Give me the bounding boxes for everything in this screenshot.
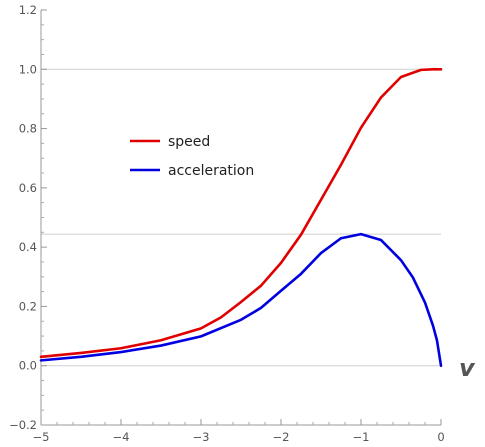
x-tick-label: −2	[273, 430, 290, 444]
ticks: −5 −4 −3 −2 −1 0 −0.2 0.0 0.2 0.4 0.6 0.8 1.0 1.2	[9, 3, 445, 444]
series-line-acceleration	[39, 232, 443, 368]
y-tick-label: 0.8	[19, 122, 37, 136]
y-tick-label: 0.0	[19, 359, 37, 373]
series-lines	[39, 67, 443, 368]
y-tick-label: 0.4	[19, 240, 37, 254]
legend-label-speed: speed	[168, 134, 210, 150]
x-tick-label: −1	[353, 430, 370, 444]
y-tick-label: 1.2	[19, 3, 37, 17]
x-tick-label: 0	[437, 430, 444, 444]
reference-lines	[41, 68, 441, 367]
y-tick-label: 1.0	[19, 62, 37, 76]
legend-label-acceleration: acceleration	[168, 163, 254, 179]
y-tick-label: 0.2	[19, 299, 37, 313]
x-axis-label: v	[459, 354, 476, 382]
series-line-speed	[39, 67, 443, 359]
x-tick-label: −5	[33, 430, 50, 444]
x-tick-label: −3	[193, 430, 210, 444]
x-tick-label: −4	[113, 430, 130, 444]
y-tick-label: 0.6	[19, 181, 37, 195]
y-tick-label: −0.2	[9, 418, 37, 432]
legend: speed acceleration	[130, 134, 254, 179]
